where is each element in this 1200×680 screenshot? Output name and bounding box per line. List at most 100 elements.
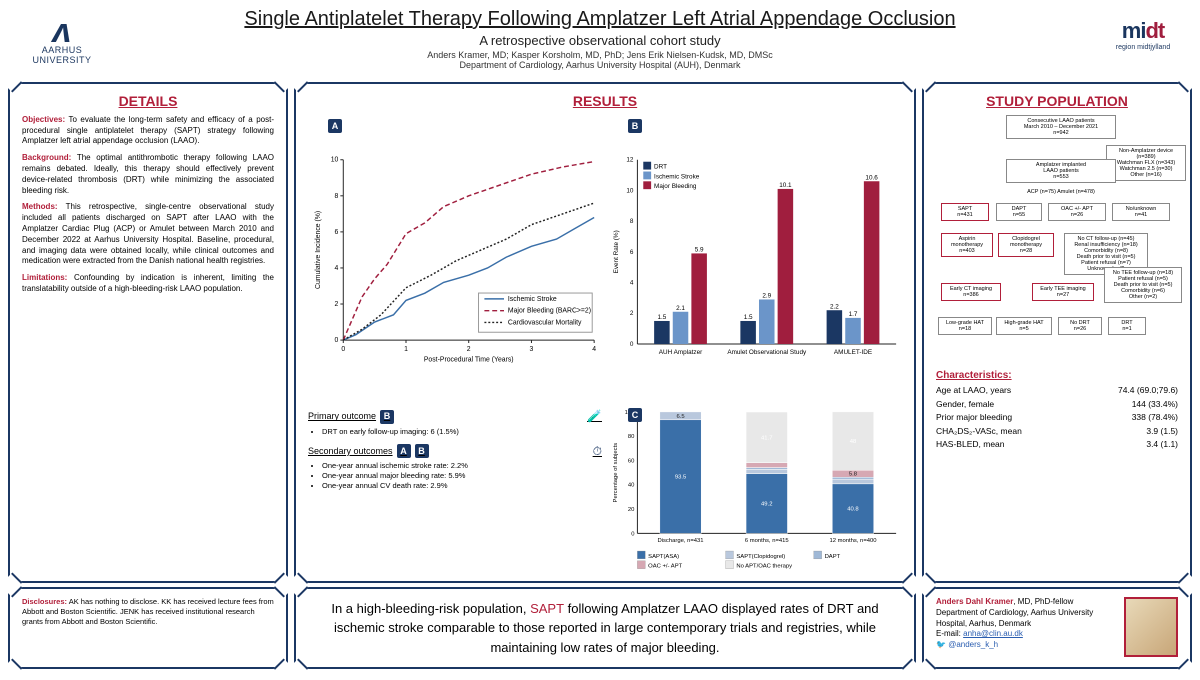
characteristic-row: HAS-BLED, mean3.4 (1.1) (936, 438, 1178, 451)
svg-text:2: 2 (467, 346, 471, 353)
midt-a: mi (1122, 18, 1146, 43)
objectives-label: Objectives: (22, 115, 65, 124)
svg-text:Cardiovascular Mortality: Cardiovascular Mortality (508, 319, 582, 326)
flow-box: ACP (n=75) Amulet (n=478) (1006, 187, 1116, 197)
chart-therapy-stacked: C 020406080100Percentage of subjects93.5… (608, 406, 902, 573)
svg-text:0: 0 (335, 337, 339, 344)
svg-text:49.2: 49.2 (761, 502, 772, 508)
flow-box: SAPT n=431 (941, 203, 989, 221)
svg-text:1: 1 (404, 346, 408, 353)
svg-text:60: 60 (628, 459, 635, 465)
svg-text:Ischemic Stroke: Ischemic Stroke (654, 173, 700, 180)
svg-text:10: 10 (331, 157, 339, 164)
results-heading: RESULTS (308, 92, 902, 111)
disclosures-panel: Disclosures: AK has nothing to disclose.… (8, 587, 288, 669)
poster: ᴧ AARHUS UNIVERSITY Single Antiplatelet … (0, 0, 1200, 675)
svg-text:93.5: 93.5 (675, 475, 687, 481)
midt-logo: midt region midtjylland (1098, 18, 1188, 51)
svg-text:0: 0 (631, 532, 635, 538)
svg-text:6.5: 6.5 (676, 414, 685, 420)
concl-b: SAPT (530, 601, 564, 616)
disclosures-label: Disclosures: (22, 597, 67, 606)
department: Department of Cardiology, Aarhus Univers… (8, 60, 1192, 70)
sec-out-3: One-year annual CV death rate: 2.9% (322, 481, 602, 491)
flow-box: OAC +/- APT n=26 (1048, 203, 1106, 221)
details-panel: DETAILS Objectives: To evaluate the long… (8, 82, 288, 583)
svg-text:1.7: 1.7 (849, 311, 858, 318)
svg-text:2: 2 (335, 301, 339, 308)
secondary-outcome-h: Secondary outcomes (308, 445, 393, 457)
tag-b-icon: B (628, 119, 642, 133)
population-heading: STUDY POPULATION (936, 92, 1178, 111)
svg-text:4: 4 (335, 265, 339, 272)
svg-text:10: 10 (626, 187, 634, 194)
flow-box: Non-Amplatzer device (n=389) Watchman FL… (1106, 145, 1186, 181)
tag-b3-icon: B (415, 444, 429, 458)
svg-text:4: 4 (592, 346, 596, 353)
population-panel: STUDY POPULATION Consecutive LAAO patien… (922, 82, 1192, 583)
outcomes-box: Primary outcome B 🧪 DRT on early follow-… (308, 406, 602, 573)
svg-text:OAC +/- APT: OAC +/- APT (648, 564, 682, 570)
author-twitter: @anders_k_h (948, 640, 998, 649)
author-l2: Hospital, Aarhus, Denmark (936, 619, 1118, 630)
subtitle: A retrospective observational cohort stu… (8, 33, 1192, 48)
vial-icon: 🧪 (587, 408, 602, 424)
limitations-label: Limitations: (22, 273, 67, 282)
svg-text:20: 20 (628, 507, 635, 513)
flow-box: Low-grade HAT n=18 (938, 317, 992, 335)
flow-box: High-grade HAT n=5 (996, 317, 1052, 335)
details-heading: DETAILS (22, 92, 274, 111)
svg-text:4: 4 (630, 279, 634, 286)
svg-text:48: 48 (850, 439, 857, 445)
sec-out-2: One-year annual major bleeding rate: 5.9… (322, 471, 602, 481)
flow-box: No TEE follow-up (n=18) Patient refusal … (1104, 267, 1182, 303)
flow-box: Amplatzer implanted LAAO patients n=553 (1006, 159, 1116, 183)
svg-text:DRT: DRT (654, 163, 667, 170)
svg-text:40.8: 40.8 (847, 507, 858, 513)
flow-box: DRT n=1 (1108, 317, 1146, 335)
sec-out-1: One-year annual ischemic stroke rate: 2.… (322, 461, 602, 471)
svg-text:Event Rate (%): Event Rate (%) (613, 230, 620, 273)
tag-c-icon: C (628, 408, 642, 422)
svg-text:5.9: 5.9 (695, 246, 704, 253)
svg-text:12: 12 (626, 157, 634, 164)
flow-box: No/unknown n=41 (1112, 203, 1170, 221)
svg-text:Discharge, n=431: Discharge, n=431 (657, 539, 703, 545)
author-email[interactable]: anha@clin.au.dk (963, 629, 1023, 638)
authors: Anders Kramer, MD; Kasper Korsholm, MD, … (8, 50, 1192, 60)
main-row: DETAILS Objectives: To evaluate the long… (8, 82, 1192, 583)
svg-text:1.5: 1.5 (744, 314, 753, 321)
svg-text:0: 0 (341, 346, 345, 353)
svg-text:Major Bleeding (BARC>=2): Major Bleeding (BARC>=2) (508, 308, 591, 315)
aarhus-logo: ᴧ AARHUS UNIVERSITY (12, 18, 112, 65)
twitter-icon: 🐦 (936, 640, 946, 649)
characteristic-row: Prior major bleeding338 (78.4%) (936, 411, 1178, 424)
characteristic-row: CHA₂DS₂-VASc, mean3.9 (1.5) (936, 425, 1178, 438)
svg-text:12 months, n=400: 12 months, n=400 (829, 539, 877, 545)
flow-box: Clopidogrel monotherapy n=28 (998, 233, 1054, 257)
svg-text:2: 2 (630, 310, 634, 317)
flow-box: Aspirin monotherapy n=403 (941, 233, 993, 257)
au-text: AARHUS UNIVERSITY (12, 45, 112, 65)
tag-b2-icon: B (380, 410, 394, 424)
flow-box: Early CT imaging n=386 (941, 283, 1001, 301)
author-name: Anders Dahl Kramer (936, 597, 1013, 606)
stopwatch-icon: ⏱ (593, 443, 602, 459)
svg-text:2.1: 2.1 (676, 305, 685, 312)
svg-text:AUH Amplatzer: AUH Amplatzer (659, 349, 703, 356)
midt-b: dt (1145, 18, 1164, 43)
title-bar: ᴧ AARHUS UNIVERSITY Single Antiplatelet … (8, 6, 1192, 78)
tag-a-icon: A (328, 119, 342, 133)
characteristic-row: Age at LAAO, years74.4 (69.0;79.6) (936, 384, 1178, 397)
characteristics-heading: Characteristics: (936, 369, 1178, 383)
flow-box: DAPT n=55 (996, 203, 1042, 221)
svg-text:6: 6 (335, 229, 339, 236)
svg-text:6: 6 (630, 249, 634, 256)
svg-text:DAPT: DAPT (825, 554, 841, 560)
conclusion-panel: In a high-bleeding-risk population, SAPT… (294, 587, 916, 669)
author-photo (1124, 597, 1178, 657)
flow-box: Early TEE imaging n=27 (1032, 283, 1094, 301)
midt-text: region midtjylland (1098, 44, 1188, 51)
svg-text:Amulet Observational Study: Amulet Observational Study (727, 349, 807, 356)
tag-a2-icon: A (397, 444, 411, 458)
